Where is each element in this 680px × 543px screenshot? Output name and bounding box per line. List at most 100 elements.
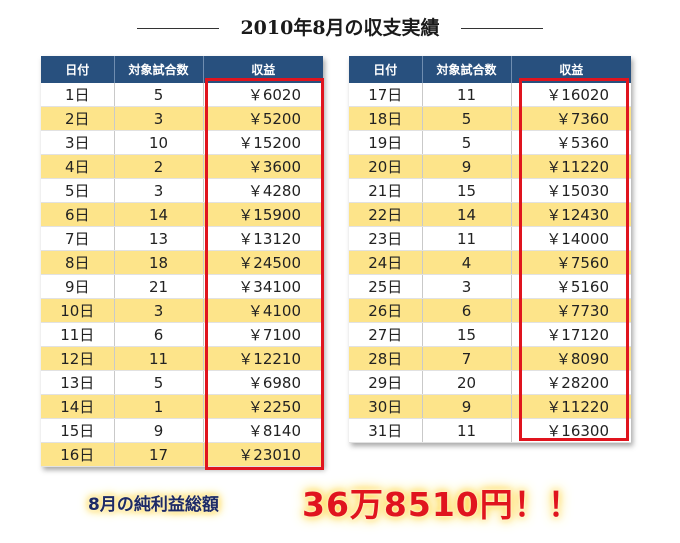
cell-games: 14 — [421, 202, 511, 227]
cell-day: 13日 — [41, 370, 114, 395]
table-row: 15日 9 ￥8140 — [41, 418, 323, 443]
table-row: 9日 21 ￥34100 — [41, 274, 323, 299]
table-row: 30日 9 ￥11220 — [349, 394, 631, 419]
cell-profit: ￥11220 — [510, 154, 631, 179]
cell-profit: ￥3600 — [202, 154, 323, 179]
cell-day: 16日 — [41, 442, 114, 467]
cell-day: 2日 — [41, 106, 114, 131]
cell-day: 6日 — [41, 202, 114, 227]
cell-profit: ￥8090 — [510, 346, 631, 371]
cell-games: 18 — [113, 250, 203, 275]
cell-games: 20 — [421, 370, 511, 395]
cell-profit: ￥28200 — [510, 370, 631, 395]
table-row: 13日 5 ￥6980 — [41, 370, 323, 395]
cell-games: 4 — [421, 250, 511, 275]
header-games: 対象試合数 — [421, 56, 511, 83]
table-row: 21日 15 ￥15030 — [349, 178, 631, 203]
table-row: 2日 3 ￥5200 — [41, 106, 323, 131]
cell-profit: ￥6020 — [202, 83, 323, 107]
cell-games: 2 — [113, 154, 203, 179]
cell-profit: ￥7560 — [510, 250, 631, 275]
cell-games: 6 — [421, 298, 511, 323]
cell-day: 31日 — [349, 418, 422, 443]
table-row: 19日 5 ￥5360 — [349, 130, 631, 155]
header-day: 日付 — [349, 56, 422, 83]
table-row: 20日 9 ￥11220 — [349, 154, 631, 179]
cell-profit: ￥15900 — [202, 202, 323, 227]
cell-games: 3 — [113, 106, 203, 131]
cell-day: 14日 — [41, 394, 114, 419]
table-row: 14日 1 ￥2250 — [41, 394, 323, 419]
table-row: 11日 6 ￥7100 — [41, 322, 323, 347]
total-label: 8月の純利益総額 — [88, 495, 219, 515]
cell-games: 3 — [113, 298, 203, 323]
cell-day: 9日 — [41, 274, 114, 299]
table-row: 17日 11 ￥16020 — [349, 83, 631, 107]
cell-day: 4日 — [41, 154, 114, 179]
cell-day: 30日 — [349, 394, 422, 419]
cell-day: 27日 — [349, 322, 422, 347]
table-row: 12日 11 ￥12210 — [41, 346, 323, 371]
total-banner: 8月の純利益総額 36万8510円！！ — [0, 478, 680, 528]
table-row: 25日 3 ￥5160 — [349, 274, 631, 299]
cell-profit: ￥7100 — [202, 322, 323, 347]
cell-profit: ￥23010 — [202, 442, 323, 467]
cell-day: 12日 — [41, 346, 114, 371]
cell-day: 29日 — [349, 370, 422, 395]
table-row: 4日 2 ￥3600 — [41, 154, 323, 179]
cell-games: 10 — [113, 130, 203, 155]
cell-games: 9 — [421, 394, 511, 419]
cell-day: 17日 — [349, 83, 422, 107]
cell-profit: ￥4100 — [202, 298, 323, 323]
cell-profit: ￥4280 — [202, 178, 323, 203]
table-row: 16日 17 ￥23010 — [41, 442, 323, 467]
cell-day: 23日 — [349, 226, 422, 251]
cell-day: 5日 — [41, 178, 114, 203]
title-area: 2010年8月の収支実績 — [0, 14, 680, 42]
table-row: 28日 7 ￥8090 — [349, 346, 631, 371]
cell-profit: ￥5160 — [510, 274, 631, 299]
cell-games: 5 — [113, 370, 203, 395]
cell-games: 11 — [421, 83, 511, 107]
cell-profit: ￥14000 — [510, 226, 631, 251]
table-row: 1日 5 ￥6020 — [41, 83, 323, 107]
cell-games: 5 — [421, 130, 511, 155]
cell-games: 21 — [113, 274, 203, 299]
cell-profit: ￥11220 — [510, 394, 631, 419]
cell-day: 3日 — [41, 130, 114, 155]
table-row: 23日 11 ￥14000 — [349, 226, 631, 251]
cell-games: 5 — [113, 83, 203, 107]
cell-games: 11 — [113, 346, 203, 371]
title-rule-left — [137, 28, 219, 29]
cell-profit: ￥17120 — [510, 322, 631, 347]
cell-day: 8日 — [41, 250, 114, 275]
cell-games: 13 — [113, 226, 203, 251]
table-row: 31日 11 ￥16300 — [349, 418, 631, 443]
cell-games: 15 — [421, 178, 511, 203]
cell-day: 26日 — [349, 298, 422, 323]
table-row: 29日 20 ￥28200 — [349, 370, 631, 395]
results-table-left: 日付 対象試合数 収益 1日 5 ￥6020 2日 3 ￥5200 3日 10 ￥15200 4日… — [41, 56, 323, 467]
table-row: 3日 10 ￥15200 — [41, 130, 323, 155]
profit-highlight-box-right — [519, 78, 629, 441]
profit-highlight-box-left — [205, 78, 324, 470]
table-row: 8日 18 ￥24500 — [41, 250, 323, 275]
table-row: 5日 3 ￥4280 — [41, 178, 323, 203]
table-row: 22日 14 ￥12430 — [349, 202, 631, 227]
cell-games: 5 — [421, 106, 511, 131]
cell-profit: ￥7730 — [510, 298, 631, 323]
cell-day: 19日 — [349, 130, 422, 155]
cell-profit: ￥7360 — [510, 106, 631, 131]
cell-profit: ￥15200 — [202, 130, 323, 155]
cell-profit: ￥24500 — [202, 250, 323, 275]
table-body-left: 1日 5 ￥6020 2日 3 ￥5200 3日 10 ￥15200 4日 2 ￥3600 5日 3 ￥42… — [41, 83, 323, 467]
cell-profit: ￥12430 — [510, 202, 631, 227]
title-rule-right — [461, 28, 543, 29]
table-row: 7日 13 ￥13120 — [41, 226, 323, 251]
cell-profit: ￥6980 — [202, 370, 323, 395]
cell-profit: ￥34100 — [202, 274, 323, 299]
cell-day: 10日 — [41, 298, 114, 323]
cell-games: 11 — [421, 418, 511, 443]
cell-day: 28日 — [349, 346, 422, 371]
cell-profit: ￥5200 — [202, 106, 323, 131]
